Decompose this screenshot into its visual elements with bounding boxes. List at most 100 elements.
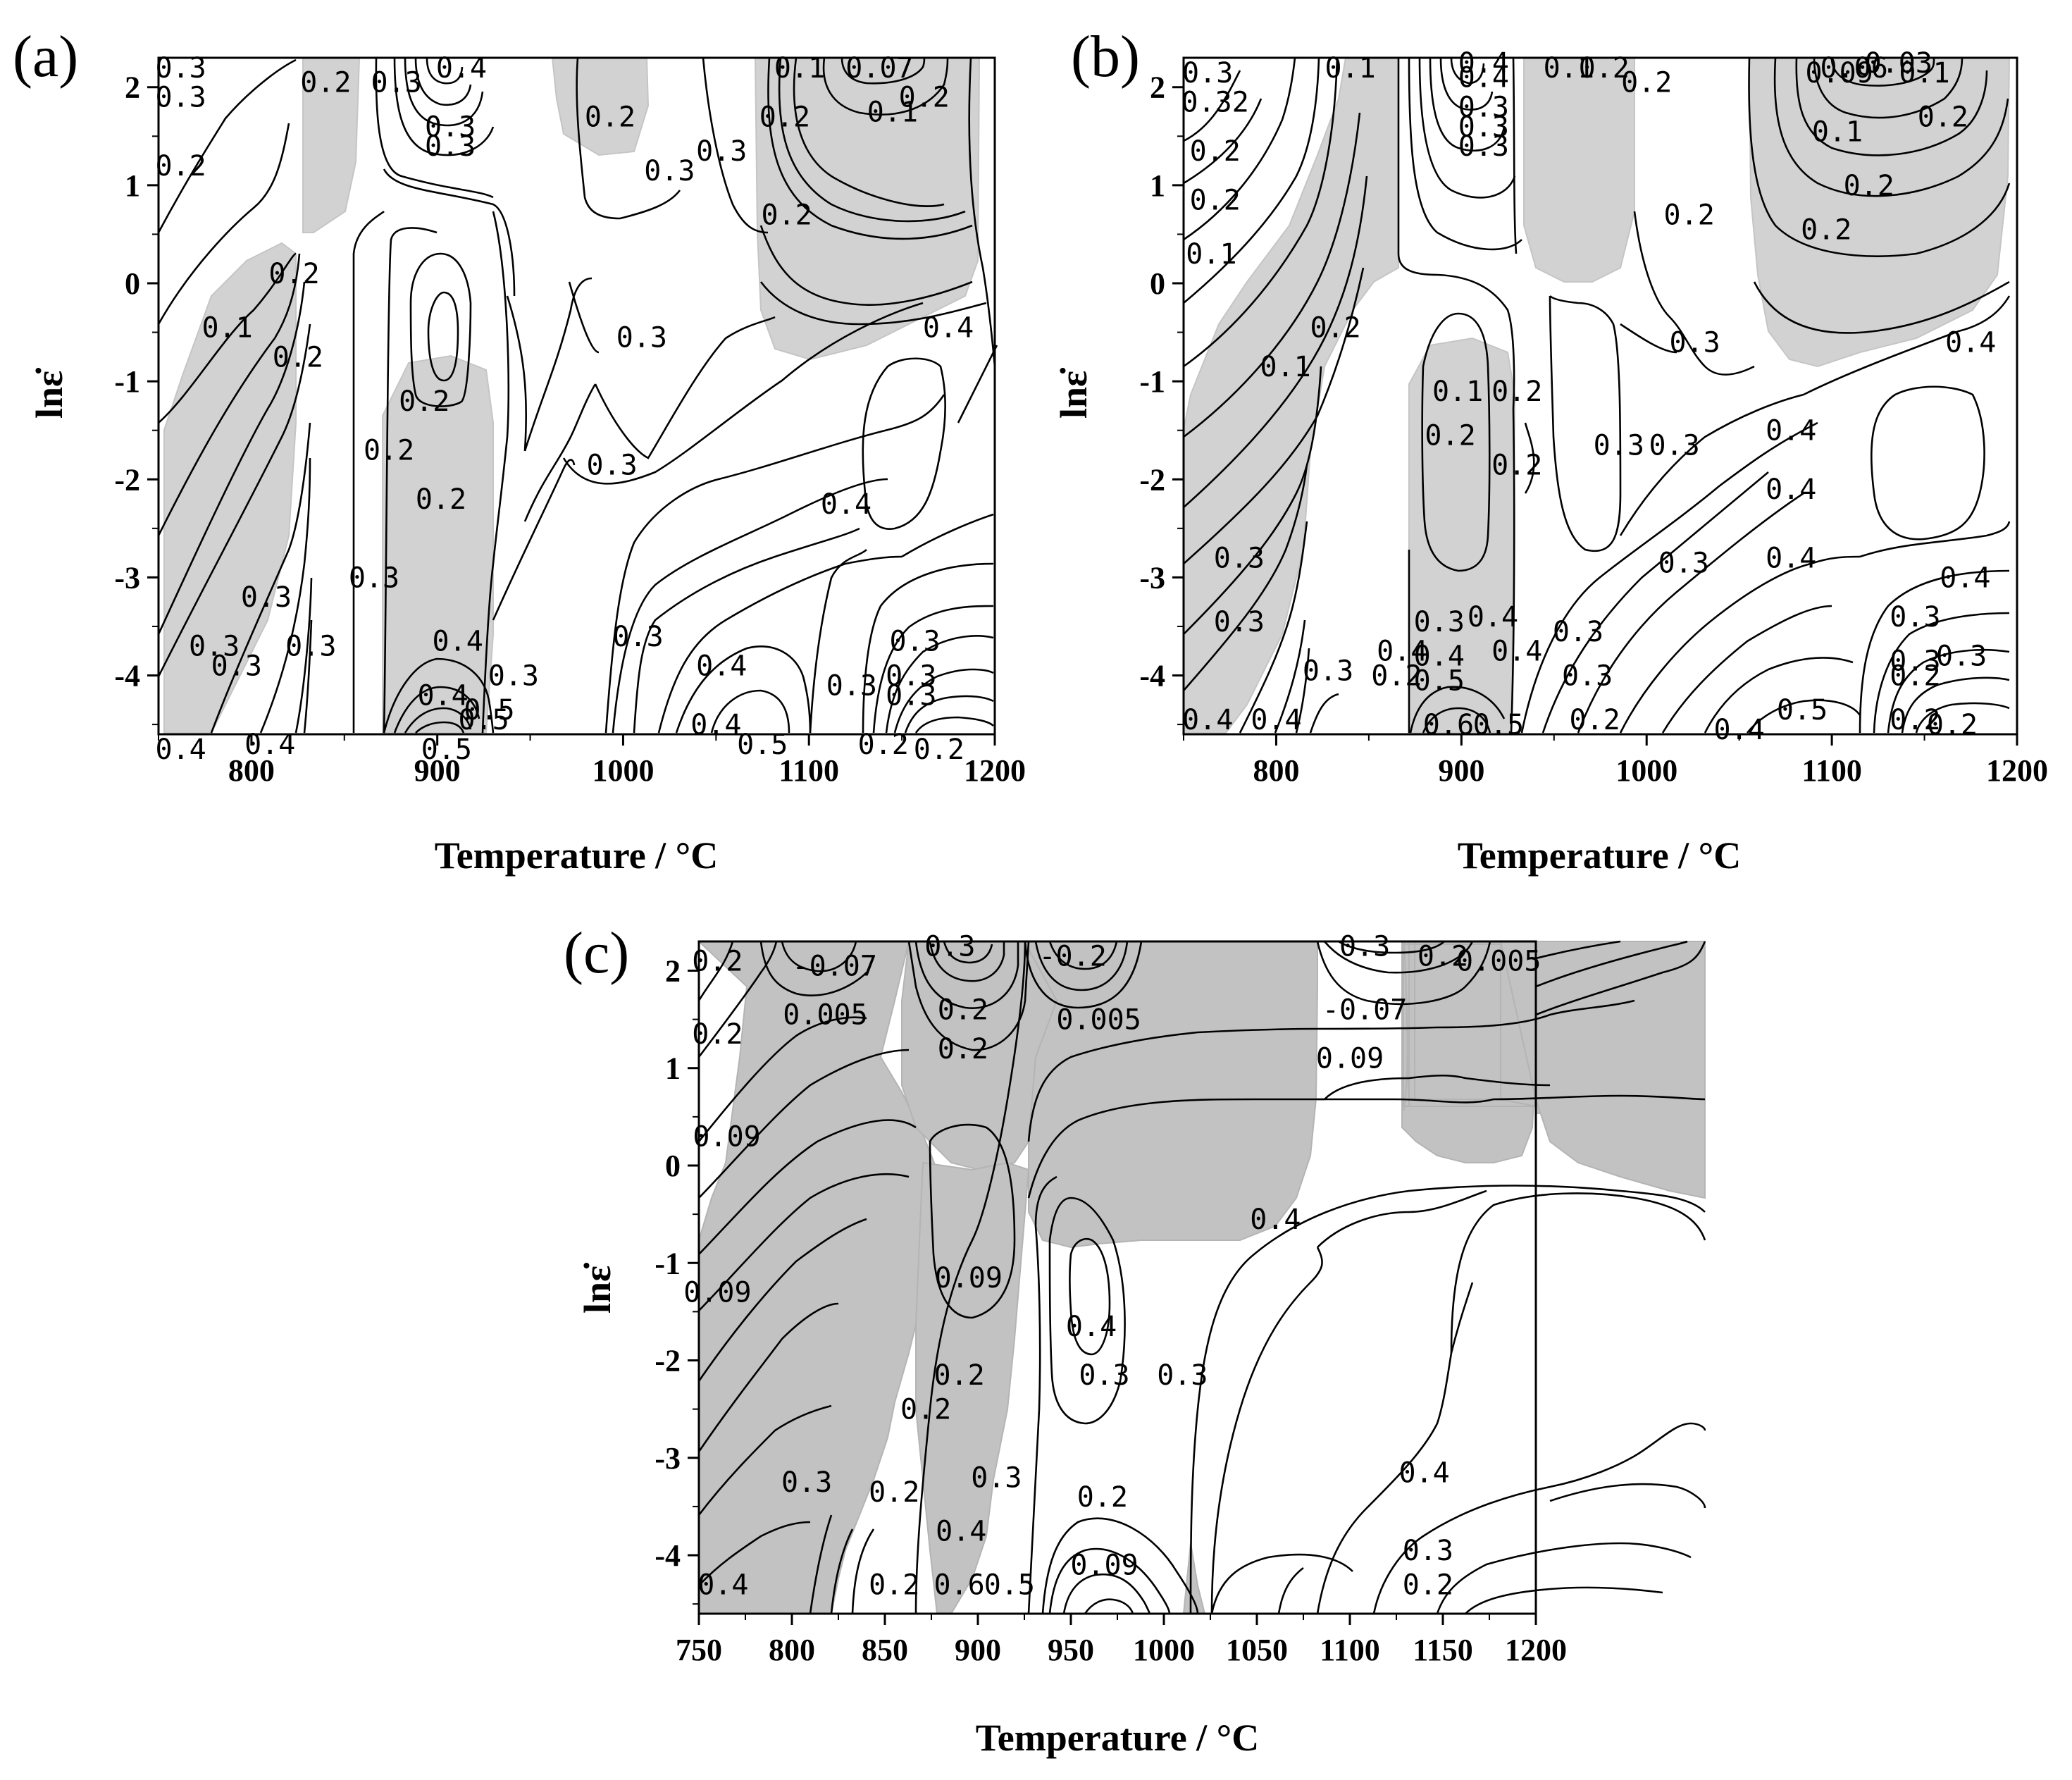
contour-label: 0.09 bbox=[1070, 1550, 1138, 1582]
contour-label: 0.3 bbox=[616, 321, 667, 354]
contour-label: 0.3 bbox=[1669, 326, 1720, 359]
y-tick-label: -4 bbox=[114, 659, 140, 693]
x-tick-label: 900 bbox=[1438, 753, 1484, 788]
y-tick-label: -2 bbox=[1139, 462, 1165, 497]
contour-label: 0.3 bbox=[886, 660, 936, 692]
contour-label: 0.3 bbox=[285, 631, 336, 663]
contour-label: 0.3 bbox=[1079, 1359, 1129, 1392]
contour-label: 0.3 bbox=[644, 155, 695, 187]
x-axis-title-c: Temperature / °C bbox=[976, 1717, 1260, 1759]
x-tick-label: 750 bbox=[676, 1633, 722, 1667]
contour-label: 0.2 bbox=[900, 1393, 951, 1426]
y-tick-label: 1 bbox=[1150, 168, 1165, 203]
contour-label: 0.4 bbox=[936, 1515, 986, 1547]
contour-labels-a: 0.30.3 0.2 0.3 0.40.30.30.20.30.30.1 0.070.1… bbox=[156, 52, 974, 766]
contour-label: 0.2 bbox=[1425, 420, 1475, 452]
y-tick-label: -4 bbox=[655, 1538, 681, 1573]
x-tick-label: 1200 bbox=[1505, 1633, 1567, 1667]
instability-regions-a bbox=[163, 57, 981, 734]
contour-label: 0.4 bbox=[1468, 601, 1518, 633]
contour-label: 0.3 bbox=[1458, 111, 1509, 143]
contour-label: 0.2 bbox=[1664, 199, 1715, 232]
contour-label: 0.3 bbox=[189, 631, 240, 663]
contour-label: 0.3 bbox=[156, 52, 206, 85]
contour-label: 0.3 bbox=[1553, 616, 1603, 648]
x-tick-label: 950 bbox=[1048, 1633, 1094, 1667]
contour-label: 0.2 bbox=[399, 385, 449, 418]
contour-label: 0.2 bbox=[268, 258, 319, 290]
contour-label: 0.2 bbox=[938, 994, 988, 1027]
contour-label: 0.4 bbox=[1251, 704, 1301, 736]
contour-label: 0.4 bbox=[1766, 415, 1816, 447]
y-tick-label: -4 bbox=[1139, 659, 1165, 693]
contour-lines-a bbox=[157, 56, 998, 734]
contour-label: 0.3 bbox=[826, 669, 877, 702]
y-tick-label: 2 bbox=[1150, 70, 1165, 105]
contour-label: 0.3 bbox=[1403, 1535, 1453, 1567]
contour-label: 0.4 bbox=[1945, 326, 1996, 359]
contour-label: 0.5 bbox=[421, 734, 472, 766]
contour-label: 0.4 bbox=[1414, 641, 1465, 673]
contour-label: 0.2 bbox=[1403, 1569, 1453, 1601]
y-tick-label: -1 bbox=[1139, 364, 1165, 399]
contour-label: 0.3 bbox=[886, 679, 936, 712]
contour-label: 0.3 bbox=[488, 660, 539, 692]
contour-label: 0.2 bbox=[1190, 185, 1241, 217]
contour-label: 0.5 bbox=[458, 704, 509, 736]
contour-lines-c bbox=[697, 940, 1706, 1614]
contour-label: 0.4 bbox=[1066, 1311, 1117, 1343]
contour-label: 0.2 bbox=[1190, 135, 1241, 168]
contour-label: 0.06 bbox=[1820, 52, 1887, 85]
x-tick-label: 800 bbox=[1253, 753, 1299, 788]
contour-label: 0.4 bbox=[1182, 704, 1233, 736]
contour-label: 0.3 bbox=[1214, 542, 1265, 574]
contour-label: 0.4 bbox=[244, 729, 295, 761]
x-tick-label: 1100 bbox=[1801, 753, 1862, 788]
contour-label: 0.09 bbox=[693, 1120, 760, 1153]
y-tick-label: 1 bbox=[125, 168, 140, 203]
contour-label: 0.2 bbox=[869, 1476, 919, 1509]
contour-lines-b bbox=[1183, 57, 2011, 734]
contour-label: 0.3 bbox=[612, 621, 663, 653]
contour-label: 0.4 bbox=[1377, 636, 1427, 668]
contour-label: 0.07 bbox=[845, 52, 913, 85]
contour-label: 0.4 bbox=[156, 734, 206, 766]
contour-label: 0.005 bbox=[1056, 1003, 1141, 1036]
contour-label: 0.4 bbox=[1398, 1457, 1449, 1489]
contour-label: 0.4 bbox=[436, 52, 487, 85]
contour-label: 0.4 bbox=[433, 626, 483, 658]
contour-label: 0.1 bbox=[1186, 238, 1236, 271]
x-tick-label: 800 bbox=[769, 1633, 815, 1667]
x-tick-label: 1200 bbox=[964, 753, 1026, 788]
y-tick-label: 0 bbox=[1150, 266, 1165, 301]
y-tick-label: -3 bbox=[114, 560, 140, 595]
contour-label: 0.2 bbox=[938, 1033, 988, 1065]
contour-label: 0.2 bbox=[869, 1569, 919, 1601]
x-tick-label: 1000 bbox=[1133, 1633, 1195, 1667]
contour-label: 0.3 bbox=[371, 67, 422, 99]
contour-label: 0.5 bbox=[464, 694, 514, 727]
y-tick-label: -3 bbox=[1139, 560, 1165, 595]
y-tick-label: -1 bbox=[655, 1246, 681, 1280]
contour-label: 0.3 bbox=[1562, 660, 1613, 692]
contour-label: 0.2 bbox=[1579, 52, 1630, 85]
contour-label: 0.3 bbox=[425, 111, 476, 143]
contour-label: 0.4 bbox=[1766, 474, 1816, 506]
contour-label: 0.1 bbox=[774, 52, 825, 85]
contour-label: 0.2 bbox=[585, 101, 635, 133]
contour-label: 0.3 bbox=[1594, 429, 1644, 462]
contour-label: 0.09 bbox=[1805, 57, 1873, 89]
contour-label: 0.2 bbox=[1918, 101, 1968, 133]
axis-ticks-c: 750 800 850 900 950 1000 1050 1100 1150 1200 2 1 0 -1… bbox=[655, 953, 1567, 1667]
contour-label: 0.6 bbox=[1423, 709, 1474, 741]
panel-label-b: (b) bbox=[1071, 24, 1140, 89]
contour-label: 0.09 bbox=[1316, 1043, 1384, 1075]
y-tick-label: -1 bbox=[114, 364, 140, 399]
contour-label: 0.2 bbox=[1844, 170, 1894, 202]
contour-label: 0.3 bbox=[924, 931, 975, 963]
panel-label-a: (a) bbox=[13, 24, 78, 89]
contour-label: 0.4 bbox=[1940, 562, 1990, 594]
